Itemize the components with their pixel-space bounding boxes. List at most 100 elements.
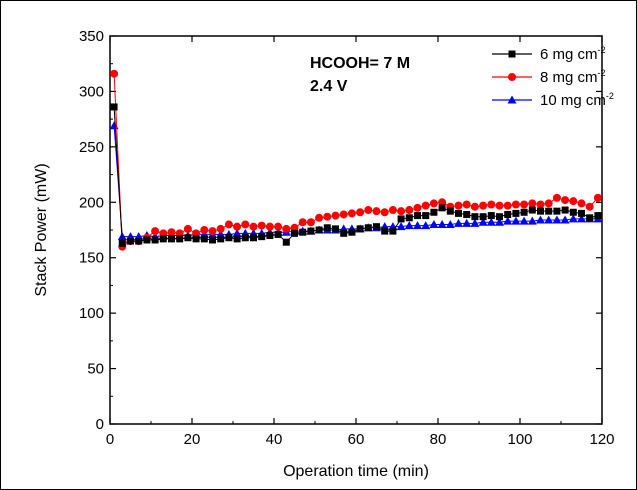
data-point xyxy=(562,207,569,214)
legend-label-superscript: -2 xyxy=(598,68,606,78)
data-point xyxy=(282,225,290,233)
data-point xyxy=(200,226,208,234)
data-point xyxy=(455,202,463,210)
x-tick-label: 60 xyxy=(348,431,365,448)
data-point xyxy=(455,210,462,217)
legend-label-text: 8 mg cm xyxy=(540,69,598,86)
data-point xyxy=(250,223,258,231)
data-point xyxy=(168,235,175,242)
data-point xyxy=(529,207,536,214)
data-point xyxy=(471,213,478,220)
data-point xyxy=(405,206,413,214)
data-point xyxy=(135,238,142,245)
data-point xyxy=(316,227,323,234)
data-point xyxy=(414,204,422,212)
legend-label: 6 mg cm-2 xyxy=(540,45,606,63)
data-point xyxy=(487,201,495,209)
data-point xyxy=(545,199,553,207)
data-point xyxy=(242,234,249,241)
x-tick-label: 80 xyxy=(430,431,447,448)
data-point xyxy=(430,209,437,216)
data-point xyxy=(479,202,487,210)
y-tick-label: 250 xyxy=(79,139,104,156)
data-point xyxy=(439,204,446,211)
annotation-concentration: HCOOH= 7 M xyxy=(310,55,410,72)
data-point xyxy=(397,207,405,215)
data-point xyxy=(111,103,118,110)
data-point xyxy=(389,228,396,235)
y-tick-label: 300 xyxy=(79,83,104,100)
legend-item: 8 mg cm-2 xyxy=(492,68,606,86)
data-point xyxy=(307,228,314,235)
data-point xyxy=(504,202,512,210)
legend-label: 10 mg cm-2 xyxy=(540,91,614,109)
data-point xyxy=(569,197,577,205)
data-point xyxy=(521,209,528,216)
data-point xyxy=(225,234,232,241)
y-tick-label: 50 xyxy=(87,361,104,378)
data-point xyxy=(193,235,200,242)
series-square xyxy=(111,103,602,246)
data-point xyxy=(233,223,241,231)
data-point xyxy=(241,220,249,228)
x-tick-label: 20 xyxy=(184,431,201,448)
data-point xyxy=(332,212,340,220)
data-point xyxy=(463,211,470,218)
data-point xyxy=(488,212,495,219)
annotation-voltage: 2.4 V xyxy=(310,78,348,95)
data-point xyxy=(545,208,552,215)
data-point xyxy=(504,211,511,218)
data-point xyxy=(250,234,257,241)
data-point xyxy=(537,201,545,209)
data-point xyxy=(332,225,339,232)
data-point xyxy=(586,214,593,221)
legend-marker xyxy=(508,73,516,81)
data-point xyxy=(373,223,380,230)
data-point xyxy=(234,235,241,242)
data-point xyxy=(340,210,348,218)
data-point xyxy=(209,227,217,235)
data-point xyxy=(258,233,265,240)
data-point xyxy=(323,213,331,221)
data-point xyxy=(315,214,323,222)
data-point xyxy=(184,234,191,241)
data-point xyxy=(365,224,372,231)
data-point xyxy=(110,121,119,129)
x-axis-label: Operation time (min) xyxy=(283,463,429,480)
legend-label-text: 6 mg cm xyxy=(540,46,598,63)
series-triangle xyxy=(110,121,603,240)
data-point xyxy=(201,235,208,242)
data-point xyxy=(364,206,372,214)
data-point xyxy=(381,228,388,235)
data-point xyxy=(512,210,519,217)
data-point xyxy=(324,224,331,231)
data-point xyxy=(152,236,159,243)
data-point xyxy=(422,212,429,219)
data-point xyxy=(340,230,347,237)
data-point xyxy=(447,208,454,215)
y-tick-label: 350 xyxy=(79,28,104,45)
y-tick-label: 200 xyxy=(79,194,104,211)
data-point xyxy=(110,70,118,78)
axes-box xyxy=(110,36,602,424)
data-point xyxy=(266,223,274,231)
data-point xyxy=(373,207,381,215)
data-point xyxy=(496,213,503,220)
x-tick-label: 0 xyxy=(106,431,114,448)
data-point xyxy=(275,231,282,238)
legend: 6 mg cm-28 mg cm-210 mg cm-2 xyxy=(492,45,614,109)
data-point xyxy=(578,199,586,207)
data-point xyxy=(143,236,150,243)
x-tick-label: 120 xyxy=(589,431,614,448)
x-tick-label: 40 xyxy=(266,431,283,448)
data-point xyxy=(398,215,405,222)
data-point xyxy=(357,225,364,232)
data-point xyxy=(291,230,298,237)
y-tick-label: 0 xyxy=(96,416,104,433)
data-point xyxy=(225,220,233,228)
legend-label: 8 mg cm-2 xyxy=(540,68,606,86)
y-tick-label: 150 xyxy=(79,250,104,267)
data-point xyxy=(422,202,430,210)
data-point xyxy=(430,199,438,207)
